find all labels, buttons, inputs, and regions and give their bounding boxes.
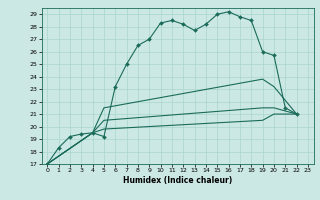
X-axis label: Humidex (Indice chaleur): Humidex (Indice chaleur) — [123, 176, 232, 185]
